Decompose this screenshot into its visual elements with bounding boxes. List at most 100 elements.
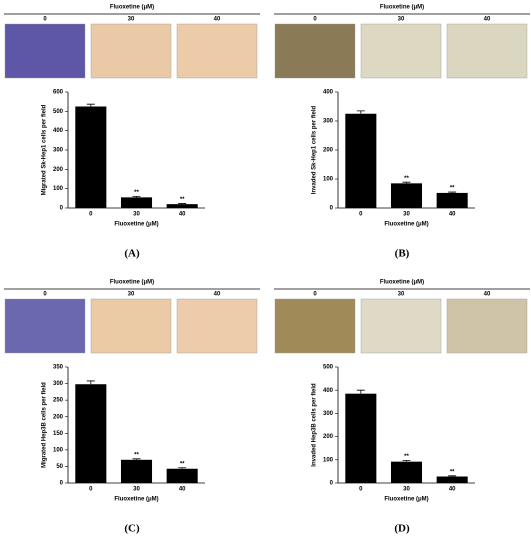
- y-tick-label: 350: [53, 365, 64, 371]
- panel-label: (C): [124, 523, 140, 535]
- x-tick-label: 0: [89, 212, 93, 218]
- bar: [345, 393, 377, 483]
- y-tick-label: 400: [323, 90, 334, 96]
- y-axis-label: Invaded Hep3B cells per field: [312, 383, 318, 467]
- micrograph: [446, 23, 528, 79]
- y-tick-label: 100: [53, 186, 64, 192]
- y-tick-label: 500: [323, 365, 334, 371]
- bar: [436, 192, 468, 208]
- error-bar: [448, 191, 457, 193]
- y-tick-label: 250: [53, 398, 64, 404]
- y-tick-label: 300: [53, 148, 64, 154]
- y-axis-label: Invaded Sk-Hep1 cells per field: [312, 105, 318, 194]
- x-tick-label: 40: [449, 212, 456, 218]
- y-tick-label: 600: [53, 90, 64, 96]
- image-label: 30: [128, 292, 135, 298]
- y-tick-label: 400: [323, 388, 334, 394]
- y-tick-label: 0: [60, 481, 64, 487]
- error-bar: [356, 389, 365, 394]
- micrograph: [4, 23, 86, 79]
- micrograph: [90, 298, 172, 354]
- y-tick-label: 100: [323, 177, 334, 183]
- bar: [75, 384, 107, 483]
- significance: **: [404, 454, 409, 460]
- y-tick-label: 300: [323, 119, 334, 125]
- panel-label: (D): [394, 523, 410, 535]
- x-tick-label: 30: [133, 487, 140, 493]
- error-bar: [178, 467, 187, 469]
- x-tick-label: 0: [359, 487, 363, 493]
- y-tick-label: 50: [56, 464, 63, 470]
- error-bar: [448, 475, 457, 477]
- y-tick-label: 100: [53, 447, 64, 453]
- bar: [436, 476, 468, 483]
- x-axis-label: Fluoxetine (μM): [384, 222, 428, 228]
- y-tick-label: 400: [53, 128, 64, 134]
- error-bar: [402, 460, 411, 462]
- panel-label: (B): [395, 248, 410, 260]
- y-tick-label: 300: [53, 381, 64, 387]
- image-label: 30: [398, 292, 405, 298]
- image-header: Fluoxetine (μM): [110, 280, 154, 286]
- micrograph: [274, 298, 356, 354]
- image-label: 30: [128, 17, 135, 23]
- x-axis-label: Fluoxetine (μM): [384, 497, 428, 503]
- image-label: 30: [398, 17, 405, 23]
- y-tick-label: 0: [330, 481, 334, 487]
- y-tick-label: 300: [323, 411, 334, 417]
- significance: **: [450, 186, 455, 192]
- error-bar: [86, 380, 95, 385]
- image-label: 0: [313, 17, 317, 23]
- error-bar: [132, 458, 141, 460]
- image-header: Fluoxetine (μM): [380, 280, 424, 286]
- micrograph: [90, 23, 172, 79]
- bar: [390, 183, 423, 208]
- significance: **: [450, 469, 455, 475]
- bar: [120, 197, 153, 208]
- image-header: Fluoxetine (μM): [380, 5, 424, 11]
- micrograph: [4, 298, 86, 354]
- x-tick-label: 40: [449, 487, 456, 493]
- y-tick-label: 200: [53, 414, 64, 420]
- significance: **: [404, 176, 409, 182]
- error-bar: [402, 181, 411, 184]
- x-tick-label: 30: [133, 212, 140, 218]
- bar: [345, 113, 377, 208]
- image-label: 40: [214, 292, 221, 298]
- significance: **: [134, 452, 139, 458]
- x-tick-label: 0: [359, 212, 363, 218]
- significance: **: [134, 190, 139, 196]
- panel-label: (A): [124, 248, 140, 260]
- y-tick-label: 200: [323, 148, 334, 154]
- y-tick-label: 150: [53, 431, 64, 437]
- y-tick-label: 0: [60, 206, 64, 212]
- image-label: 0: [43, 292, 47, 298]
- image-label: 40: [484, 17, 491, 23]
- x-tick-label: 40: [179, 212, 186, 218]
- micrograph: [274, 23, 356, 79]
- bar: [120, 459, 153, 483]
- y-axis-label: Migrated Sk-Hep1 cells per field: [42, 104, 48, 195]
- x-tick-label: 30: [403, 212, 410, 218]
- micrograph: [176, 298, 258, 354]
- y-tick-label: 200: [323, 434, 334, 440]
- image-label: 0: [313, 292, 317, 298]
- y-tick-label: 200: [53, 167, 64, 173]
- error-bar: [132, 196, 141, 198]
- bar: [75, 106, 107, 208]
- image-label: 40: [214, 17, 221, 23]
- x-tick-label: 40: [179, 487, 186, 493]
- image-header: Fluoxetine (μM): [110, 5, 154, 11]
- y-tick-label: 100: [323, 457, 334, 463]
- error-bar: [356, 110, 365, 114]
- micrograph: [446, 298, 528, 354]
- x-tick-label: 30: [403, 487, 410, 493]
- y-axis-label: Migrated Hep3B cells per field: [42, 382, 48, 468]
- y-tick-label: 0: [330, 206, 334, 212]
- x-axis-label: Fluoxetine (μM): [114, 222, 158, 228]
- x-tick-label: 0: [89, 487, 93, 493]
- bar: [390, 461, 423, 483]
- micrograph: [360, 23, 442, 79]
- micrograph: [176, 23, 258, 79]
